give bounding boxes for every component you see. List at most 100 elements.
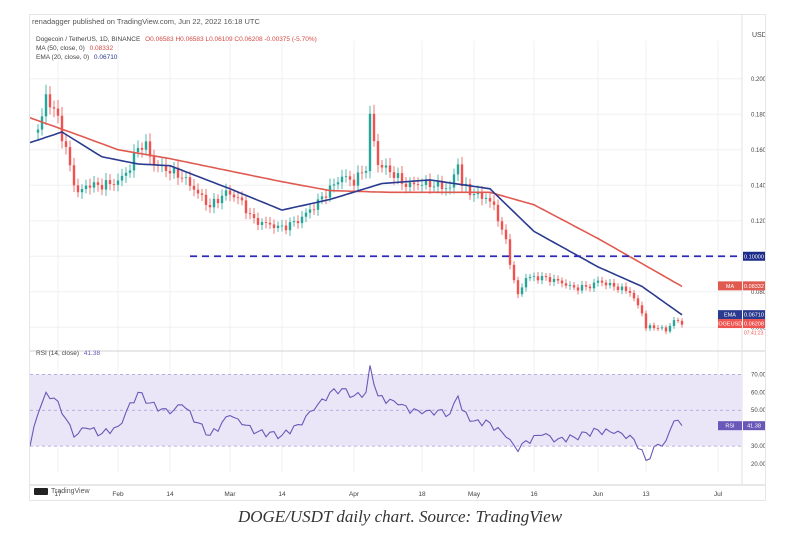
candle-body [652, 325, 656, 329]
candle-body [444, 188, 448, 190]
candle-body [676, 320, 680, 321]
candle-body [612, 283, 616, 287]
candle-body [672, 320, 676, 326]
candle-body [300, 216, 304, 224]
candle-body [508, 239, 512, 265]
candle-body [384, 165, 388, 168]
candle-body [404, 183, 408, 188]
candle-body [516, 280, 520, 295]
chart-svg[interactable]: USDT 0.06000 0.08000 0.10000 0.12000 0.14000 0… [30, 15, 765, 500]
candle-body [88, 185, 92, 188]
price-badge-value-box [743, 319, 765, 329]
rsi-line [30, 365, 683, 462]
tradingview-logo: TradingView [34, 488, 90, 495]
symbol-legend: Dogecoin / TetherUS, 1D, BINANCE O0.0658… [36, 36, 317, 43]
candle-body [296, 221, 300, 224]
candle-body [100, 184, 104, 190]
rsi-tick-label: 70.00 [751, 372, 765, 378]
candle-body [172, 167, 176, 174]
candle-body [196, 189, 200, 194]
currency-label: USDT [752, 32, 765, 39]
candle-body [532, 276, 536, 278]
candle-body [608, 283, 612, 286]
candle-body [364, 171, 368, 173]
ema-legend-value: 0.06710 [93, 54, 118, 61]
ema20-line [30, 131, 683, 316]
time-tick-label: Apr [349, 491, 360, 498]
candle-body [340, 176, 344, 183]
candle-body [680, 320, 684, 325]
ma-badge-value-box [743, 281, 765, 291]
candle-body [96, 182, 100, 185]
level-badge-value: 0.10000 [744, 254, 764, 260]
ma50-line [30, 117, 683, 288]
candle-body [224, 190, 228, 196]
candle-body [560, 280, 564, 284]
candle-body [472, 194, 476, 196]
candle-body [372, 113, 376, 142]
candle-body [128, 170, 132, 173]
time-tick-label: 14 [166, 491, 174, 498]
candle-body [36, 129, 40, 133]
candle-body [304, 212, 308, 217]
candle-body [64, 141, 68, 148]
rsi-badge-value: 41.38 [747, 424, 761, 430]
candle-body [236, 197, 240, 199]
ema-badge-tag-text: EMA [724, 313, 736, 319]
candle-body [144, 141, 148, 150]
candle-body [212, 198, 216, 208]
candle-body [248, 213, 252, 215]
candle-body [556, 278, 560, 281]
candle-body [72, 165, 76, 186]
candle-body [124, 172, 128, 176]
candle-body [244, 200, 248, 214]
candle-body [252, 214, 256, 218]
candle-body [380, 165, 384, 168]
candle-body [448, 187, 452, 189]
candle-body [344, 176, 348, 178]
candle-body [488, 197, 492, 202]
candle-body [52, 107, 56, 109]
candle-body [116, 180, 120, 185]
candle-body [616, 286, 620, 291]
candle-body [584, 285, 588, 287]
candle-body [176, 167, 180, 178]
ohlc-values: O0.06583 H0.06583 L0.06109 C0.06208 -0.0… [145, 36, 317, 43]
candle-body [528, 276, 532, 279]
candle-body [456, 164, 460, 175]
candle-body [424, 179, 428, 185]
candle-body [140, 147, 144, 150]
candle-body [572, 285, 576, 288]
candle-body [432, 186, 436, 188]
candle-body [168, 170, 172, 174]
price-badge-tag [718, 319, 742, 329]
rsi-legend: RSI (14, close) 41.38 [36, 350, 100, 357]
ma-badge-tag [718, 281, 742, 291]
rsi-tick-label: 30.00 [751, 444, 765, 450]
candle-body [308, 209, 312, 213]
time-tick-label: 17 [54, 491, 62, 498]
rsi-legend-label: RSI (14, close) [36, 350, 79, 357]
ma-badge: MA 0.08332 [718, 281, 765, 291]
candle-body [48, 94, 52, 108]
candle-body [640, 305, 644, 314]
candle-body [480, 192, 484, 199]
candle-body [544, 276, 548, 278]
candle-body [200, 193, 204, 195]
rsi-badge-value-box [743, 421, 765, 431]
ema-badge-tag [718, 310, 742, 320]
candle-body [436, 180, 440, 187]
candle-body [312, 209, 316, 211]
candle-body [428, 179, 432, 188]
candle-body [120, 175, 124, 181]
price-badge-tag-text: DOGEUSDT [714, 322, 746, 328]
candle-body [328, 185, 332, 198]
level-badge-value-box [743, 251, 765, 261]
figure-caption: DOGE/USDT daily chart. Source: TradingVi… [237, 507, 563, 526]
candle-body [604, 282, 608, 286]
candle-body [400, 173, 404, 184]
level-badge: 0.10000 [743, 251, 765, 261]
candle-body [316, 199, 320, 210]
candle-body [216, 198, 220, 204]
candle-body [104, 180, 108, 190]
